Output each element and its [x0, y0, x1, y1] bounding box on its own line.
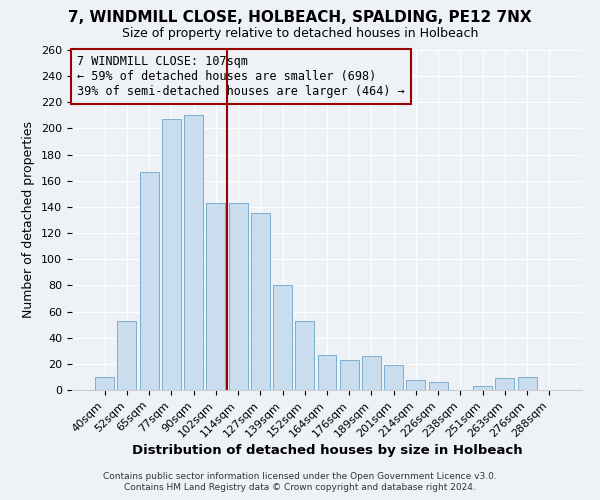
Bar [384, 365, 403, 390]
Text: 7 WINDMILL CLOSE: 107sqm
← 59% of detached houses are smaller (698)
39% of semi-: 7 WINDMILL CLOSE: 107sqm ← 59% of detach… [77, 55, 405, 98]
Bar [362, 356, 381, 390]
Text: Contains HM Land Registry data © Crown copyright and database right 2024.: Contains HM Land Registry data © Crown c… [124, 484, 476, 492]
X-axis label: Distribution of detached houses by size in Holbeach: Distribution of detached houses by size … [131, 444, 523, 458]
Text: Size of property relative to detached houses in Holbeach: Size of property relative to detached ho… [122, 28, 478, 40]
Bar [118, 320, 136, 390]
Bar [140, 172, 158, 390]
Bar [518, 377, 536, 390]
Bar [317, 354, 337, 390]
Bar [162, 120, 181, 390]
Bar [340, 360, 359, 390]
Text: Contains public sector information licensed under the Open Government Licence v3: Contains public sector information licen… [103, 472, 497, 481]
Bar [229, 203, 248, 390]
Bar [206, 203, 225, 390]
Bar [406, 380, 425, 390]
Y-axis label: Number of detached properties: Number of detached properties [22, 122, 35, 318]
Bar [496, 378, 514, 390]
Bar [473, 386, 492, 390]
Bar [273, 286, 292, 390]
Bar [251, 214, 270, 390]
Bar [95, 377, 114, 390]
Bar [295, 320, 314, 390]
Bar [429, 382, 448, 390]
Text: 7, WINDMILL CLOSE, HOLBEACH, SPALDING, PE12 7NX: 7, WINDMILL CLOSE, HOLBEACH, SPALDING, P… [68, 10, 532, 25]
Bar [184, 116, 203, 390]
